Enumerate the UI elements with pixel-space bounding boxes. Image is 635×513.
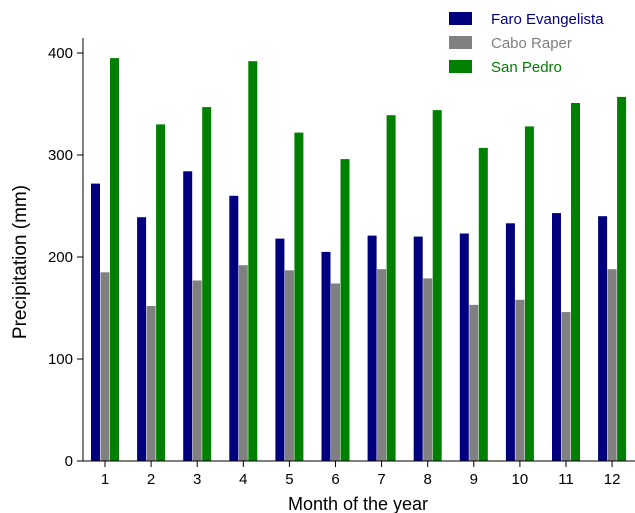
- x-ticks: 1 2 3 4 5 6 7 8 9 10 11 12: [101, 461, 621, 488]
- x-tick-label: 7: [377, 471, 385, 488]
- legend-swatch-faro-evangelista: [449, 12, 472, 25]
- bar-faro-evangelista-1: [91, 183, 100, 461]
- bar-cabo-raper-11: [561, 312, 571, 461]
- bar-faro-evangelista-9: [459, 233, 469, 461]
- y-tick-label: 300: [48, 147, 73, 164]
- bar-cabo-raper-3: [192, 280, 202, 461]
- x-tick-label: 3: [193, 471, 201, 488]
- bar-faro-evangelista-7: [367, 235, 377, 461]
- y-tick-label: 100: [48, 351, 73, 368]
- bars-layer: [91, 58, 627, 462]
- bar-cabo-raper-10: [515, 299, 525, 461]
- bar-faro-evangelista-2: [137, 217, 147, 461]
- x-tick-label: 4: [239, 471, 247, 488]
- bar-cabo-raper-12: [607, 269, 617, 461]
- bar-san-pedro-5: [294, 132, 304, 461]
- bar-faro-evangelista-8: [413, 236, 423, 461]
- bar-san-pedro-4: [248, 61, 258, 461]
- x-tick-label: 8: [424, 471, 432, 488]
- bar-faro-evangelista-5: [275, 238, 285, 461]
- x-tick-label: 10: [512, 471, 529, 488]
- bar-san-pedro-10: [524, 126, 534, 462]
- bar-cabo-raper-8: [423, 278, 433, 461]
- bar-cabo-raper-6: [331, 283, 340, 461]
- y-tick-label: 200: [48, 249, 73, 266]
- bar-san-pedro-1: [110, 58, 119, 461]
- legend-swatch-san-pedro: [449, 60, 472, 73]
- bar-san-pedro-3: [202, 107, 212, 461]
- bar-san-pedro-11: [571, 103, 580, 461]
- x-tick-label: 5: [285, 471, 293, 488]
- x-tick-label: 2: [147, 471, 155, 488]
- bar-cabo-raper-9: [469, 304, 479, 461]
- bar-cabo-raper-7: [377, 269, 387, 461]
- bar-faro-evangelista-6: [321, 251, 331, 461]
- bar-faro-evangelista-3: [183, 171, 193, 462]
- bar-faro-evangelista-12: [598, 216, 608, 461]
- legend-label-cabo-raper: Cabo Raper: [491, 35, 572, 52]
- legend-label-san-pedro: San Pedro: [491, 59, 562, 76]
- legend-swatch-cabo-raper: [449, 36, 472, 49]
- bar-cabo-raper-4: [238, 265, 248, 461]
- bar-san-pedro-6: [340, 159, 350, 461]
- y-axis-label: Precipitation (mm): [10, 185, 31, 339]
- legend: Faro Evangelista Cabo Raper San Pedro: [449, 11, 604, 76]
- bar-faro-evangelista-4: [229, 195, 239, 462]
- bar-san-pedro-9: [478, 147, 488, 461]
- bar-san-pedro-12: [617, 96, 627, 462]
- y-tick-label: 0: [65, 453, 73, 470]
- bar-san-pedro-8: [432, 110, 442, 461]
- legend-label-faro-evangelista: Faro Evangelista: [491, 11, 604, 28]
- bar-cabo-raper-5: [284, 270, 294, 461]
- x-tick-label: 1: [101, 471, 109, 488]
- bar-faro-evangelista-11: [552, 213, 561, 461]
- x-axis-label: Month of the year: [288, 494, 428, 513]
- y-tick-label: 400: [48, 45, 73, 62]
- x-tick-label: 6: [331, 471, 339, 488]
- axes-layer: [82, 38, 635, 462]
- bar-san-pedro-7: [386, 115, 396, 461]
- bar-faro-evangelista-10: [505, 223, 515, 461]
- y-ticks: 0 100 200 300 400: [48, 45, 83, 470]
- bar-san-pedro-2: [156, 124, 166, 462]
- bar-cabo-raper-1: [100, 272, 110, 461]
- x-tick-label: 9: [470, 471, 478, 488]
- x-tick-label: 11: [558, 471, 574, 488]
- bar-cabo-raper-2: [146, 306, 156, 461]
- x-tick-label: 12: [604, 471, 621, 488]
